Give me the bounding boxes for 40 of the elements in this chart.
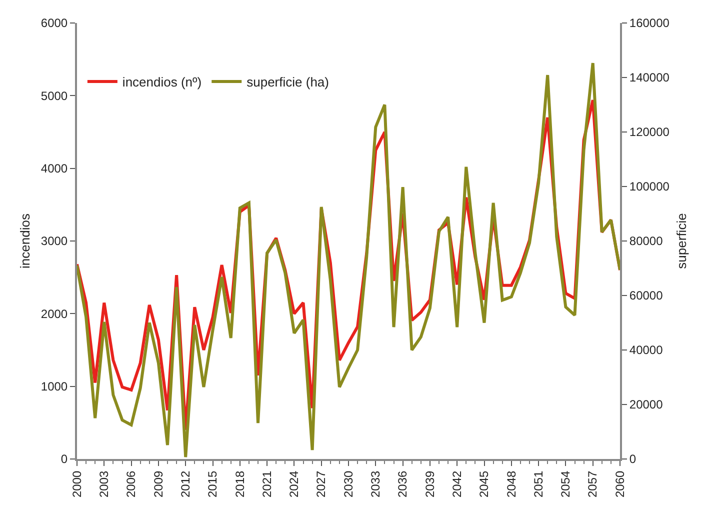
x-tick-label: 2054: [558, 470, 573, 498]
x-tick-label: 2039: [422, 470, 437, 498]
x-tick-label: 2006: [124, 470, 138, 498]
legend-label: superficie (ha): [246, 74, 329, 90]
y-tick-label: 1000: [40, 380, 68, 394]
x-tick-label: 2018: [232, 470, 247, 498]
y2-tick-label: 100000: [629, 180, 670, 194]
x-tick-label: 2030: [341, 470, 356, 498]
x-tick-label: 2012: [178, 470, 192, 498]
x-tick-label: 2015: [206, 470, 220, 498]
y2-tick-label: 160000: [629, 16, 670, 30]
y-tick-label: 2000: [40, 306, 68, 321]
y2-tick-label: 0: [629, 452, 636, 466]
x-tick-label: 2042: [450, 470, 464, 498]
y-tick-label: 0: [60, 452, 68, 466]
x-tick-label: 2024: [287, 470, 302, 498]
x-tick-label: 2060: [612, 470, 627, 498]
y2-tick-label: 60000: [629, 288, 664, 303]
x-tick-label: 2045: [477, 470, 492, 498]
y2-tick-label: 20000: [629, 398, 664, 412]
x-tick-label: 2027: [314, 470, 328, 498]
x-tick-label: 2048: [504, 470, 518, 498]
y-tick-label: 3000: [40, 234, 68, 248]
y-tick-label: 6000: [40, 16, 68, 30]
x-tick-label: 2033: [368, 470, 383, 498]
x-tick-label: 2051: [531, 470, 546, 498]
legend-label: incendios (nº): [122, 74, 202, 90]
y2-tick-label: 140000: [629, 70, 670, 85]
x-tick-label: 2009: [151, 470, 166, 498]
x-tick-label: 2036: [396, 470, 410, 498]
y-axis-title: incendios: [17, 213, 32, 268]
y-tick-label: 5000: [40, 88, 68, 103]
y2-axis-title: superficie: [674, 213, 689, 269]
y2-tick-label: 120000: [629, 125, 670, 140]
x-tick-label: 2057: [586, 470, 600, 498]
x-tick-label: 2003: [97, 470, 112, 498]
y2-tick-label: 40000: [629, 343, 664, 358]
y2-tick-label: 80000: [629, 234, 664, 248]
y-tick-label: 4000: [40, 162, 68, 176]
x-tick-label: 2021: [260, 470, 274, 498]
